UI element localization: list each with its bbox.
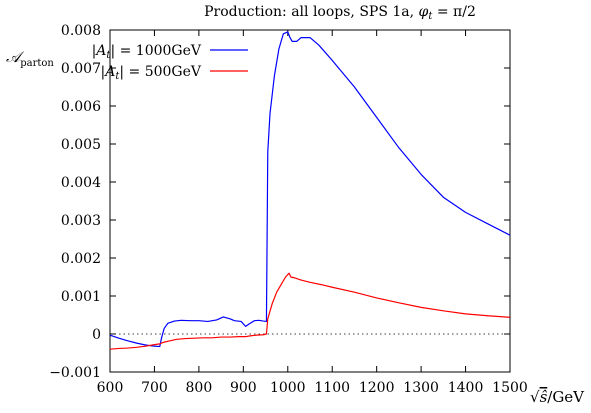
y-tick-label: 0.001 (61, 289, 101, 305)
x-ticks: 600 700 800 900 1000 1100 1200 1300 1400 1500 (97, 30, 528, 396)
y-tick-label: 0.002 (61, 251, 101, 267)
x-tick-label: 800 (186, 380, 213, 396)
y-tick-label: 0.004 (61, 175, 101, 191)
x-tick-label: 1400 (448, 380, 484, 396)
x-axis-label: √ŝ/GeV (530, 388, 585, 406)
chart-title: Production: all loops, SPS 1a, φt = π/2 (204, 4, 476, 22)
legend-label-1000: |At| = 1000GeV (92, 43, 202, 61)
y-tick-label: 0 (92, 327, 101, 343)
y-tick-label: −0.001 (49, 365, 101, 381)
x-tick-label: 1200 (359, 380, 395, 396)
series-lines (109, 31, 511, 350)
x-tick-label: 1500 (492, 380, 528, 396)
plot-frame (109, 29, 511, 373)
y-tick-label: 0.008 (61, 23, 101, 39)
y-tick-label: 0.003 (61, 213, 101, 229)
x-tick-label: 900 (230, 380, 257, 396)
x-tick-label: 1300 (403, 380, 439, 396)
x-tick-label: 1100 (314, 380, 350, 396)
series-line-at-500gev (109, 272, 511, 350)
x-tick-label: 700 (141, 380, 168, 396)
series-line-at-1000gev (109, 31, 511, 348)
y-axis-label: 𝒜parton (6, 48, 54, 69)
y-tick-label: 0.007 (61, 61, 101, 77)
y-tick-label: 0.005 (61, 137, 101, 153)
y-tick-label: 0.006 (61, 99, 101, 115)
x-tick-label: 600 (97, 380, 124, 396)
x-tick-label: 1000 (270, 380, 306, 396)
y-ticks: −0.001 0 0.001 0.002 0.003 0.004 0.005 0.006 0.0… (49, 23, 510, 381)
legend-label-500: |At| = 500GeV (100, 64, 201, 82)
legend: |At| = 1000GeV |At| = 500GeV (92, 43, 248, 82)
